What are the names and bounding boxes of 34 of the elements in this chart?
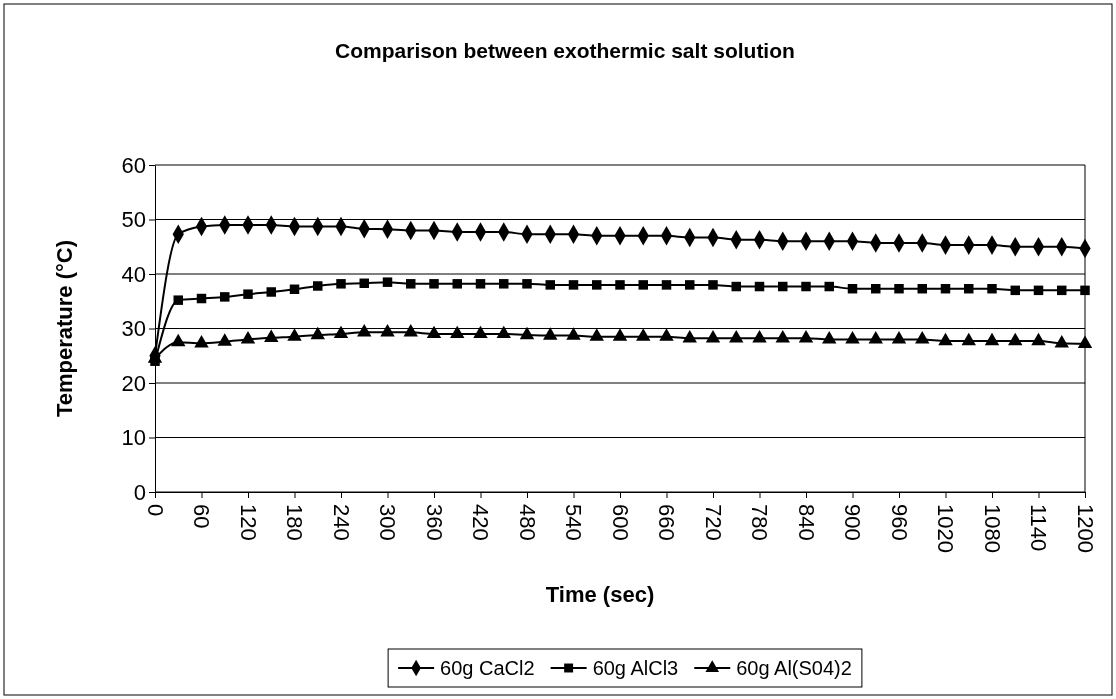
x-tick-label: 60 xyxy=(189,504,215,529)
x-tick-label: 120 xyxy=(235,504,261,541)
x-tick-label: 780 xyxy=(747,504,773,541)
x-tick-label: 720 xyxy=(700,504,726,541)
y-tick-label: 10 xyxy=(121,425,146,451)
chart-title: Comparison between exothermic salt solution xyxy=(335,39,795,62)
x-tick-label: 1020 xyxy=(933,504,959,553)
y-tick-label: 20 xyxy=(121,370,146,396)
x-tick-label: 600 xyxy=(607,504,633,541)
legend-label: 60g CaCl2 xyxy=(440,657,535,679)
x-tick-label: 660 xyxy=(654,504,680,541)
x-tick-label: 960 xyxy=(886,504,912,541)
y-tick-label: 30 xyxy=(121,316,146,342)
x-tick-label: 480 xyxy=(514,504,540,541)
legend-label: 60g AlCl3 xyxy=(592,657,679,679)
x-tick-label: 840 xyxy=(793,504,819,541)
x-axis-title: Time (sec) xyxy=(545,582,655,607)
y-axis-title: Temperature (°C) xyxy=(52,239,77,418)
x-tick-label: 1140 xyxy=(1026,504,1052,552)
y-tick-label: 50 xyxy=(121,207,146,233)
x-tick-label: 0 xyxy=(142,504,168,517)
x-tick-label: 360 xyxy=(421,504,447,541)
x-tick-label: 540 xyxy=(561,504,587,541)
x-tick-label: 1200 xyxy=(1072,504,1098,553)
x-tick-label: 1080 xyxy=(979,504,1005,553)
y-tick-label: 0 xyxy=(133,479,146,505)
legend-label: 60g Al(S04)2 xyxy=(736,657,852,679)
x-tick-label: 300 xyxy=(375,504,401,541)
x-tick-label: 180 xyxy=(282,504,308,541)
x-tick-label: 420 xyxy=(468,504,494,541)
y-tick-label: 40 xyxy=(121,261,146,287)
y-tick-label: 60 xyxy=(121,152,146,178)
x-tick-label: 900 xyxy=(840,504,866,541)
x-tick-label: 240 xyxy=(328,504,354,541)
